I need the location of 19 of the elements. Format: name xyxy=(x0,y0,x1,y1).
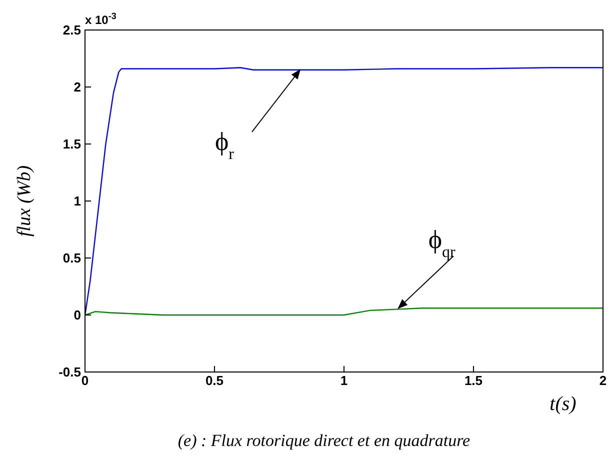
text: (e) : Flux rotorique direct et en quadrature xyxy=(178,431,471,450)
y-tick-label: -0.5 xyxy=(58,364,81,380)
y-tick-label: 0 xyxy=(74,308,81,323)
x-axis-title: t(s) xyxy=(550,393,577,415)
y-tick-label: 1 xyxy=(74,194,81,209)
x-tick-label: 0.5 xyxy=(205,373,224,388)
annotation: ϕ$_{qr}$ xyxy=(428,225,456,261)
y-tick-label: 1.5 xyxy=(62,136,81,152)
y-tick-label: 2.5 xyxy=(62,22,81,38)
x-tick-label: 1 xyxy=(340,373,348,388)
y-axis-title: flux (Wb) xyxy=(14,165,35,237)
text: x 10$^{-3}$ xyxy=(85,11,116,27)
line-series xyxy=(85,308,603,316)
x-tick-label: 2 xyxy=(599,373,607,388)
x-tick-label: 1.5 xyxy=(464,373,483,388)
line-series xyxy=(85,67,603,316)
annotation: ϕ$_{r}$ xyxy=(214,126,235,162)
y-tick-label: 2 xyxy=(74,80,81,95)
y-tick-label: 0.5 xyxy=(62,250,81,266)
